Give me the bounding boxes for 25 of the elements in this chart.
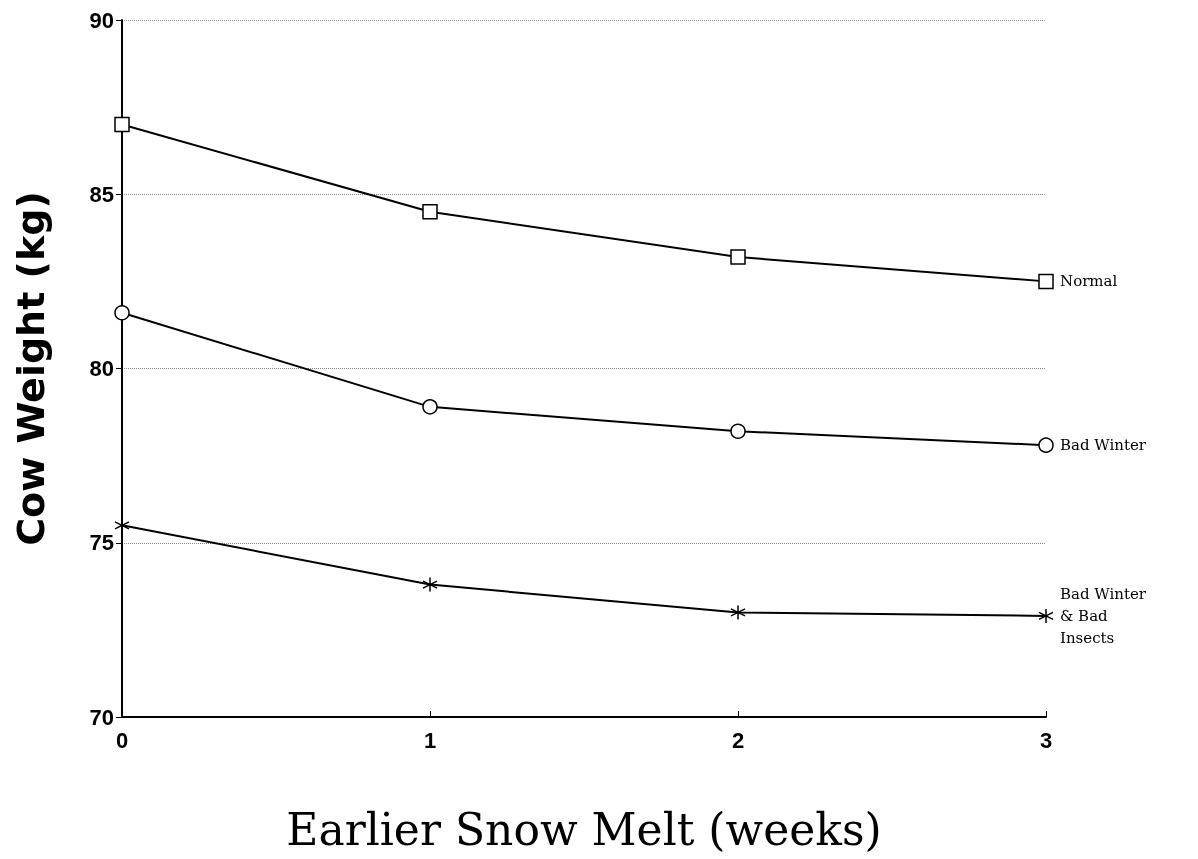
x-tick-label: 1 — [423, 727, 437, 753]
series-label: Bad Winter — [1060, 436, 1147, 455]
point — [1038, 437, 1054, 453]
x-tick-label: 3 — [1039, 727, 1053, 753]
point — [1038, 273, 1054, 290]
y-tick-label: 75 — [89, 530, 114, 556]
point — [422, 399, 438, 415]
point — [422, 576, 438, 593]
y-axis-title: Cow Weight (kg) — [9, 191, 53, 546]
x-tick-label: 0 — [115, 727, 129, 753]
point — [730, 249, 746, 265]
y-tick-label: 70 — [89, 704, 114, 730]
point — [730, 423, 746, 439]
x-tick-label: 2 — [731, 727, 745, 753]
series-label: Bad Winter & Bad Insects — [1060, 584, 1151, 647]
y-tick-label: 80 — [89, 356, 114, 381]
point — [1038, 608, 1054, 624]
point — [422, 203, 438, 220]
point — [730, 604, 746, 621]
point — [114, 116, 130, 133]
series-label: Normal — [1060, 272, 1118, 291]
y-tick-label: 85 — [89, 181, 114, 207]
y-tick-label: 90 — [89, 7, 114, 33]
point — [114, 304, 130, 321]
x-axis-title: Earlier Snow Melt (weeks) — [286, 803, 882, 855]
